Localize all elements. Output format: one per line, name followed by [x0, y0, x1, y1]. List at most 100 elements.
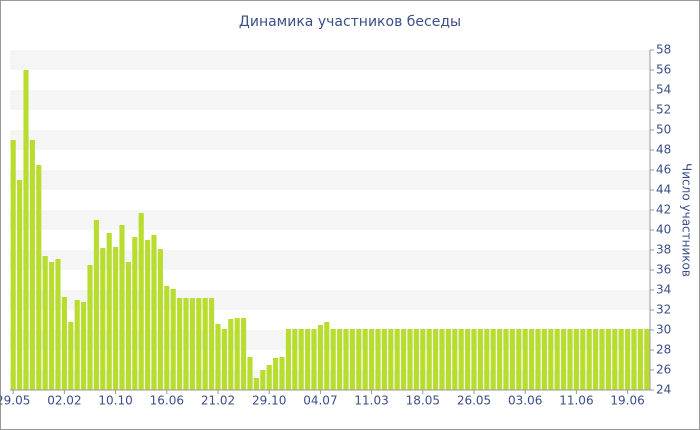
bar [356, 329, 362, 390]
y-tick-label: 42 [656, 203, 671, 217]
bar [548, 329, 554, 390]
bar [189, 298, 195, 390]
bar [580, 329, 586, 390]
bar [266, 365, 272, 390]
bar [554, 329, 560, 390]
bar [183, 298, 189, 390]
bar [465, 329, 471, 390]
bar [292, 329, 298, 390]
bar [81, 302, 87, 390]
bar [637, 329, 643, 390]
bar [17, 180, 23, 390]
bar [125, 262, 131, 390]
bar [234, 318, 240, 390]
y-tick-label: 38 [656, 243, 671, 257]
bar [61, 297, 67, 390]
bar [170, 289, 176, 390]
x-tick-label: 04.07 [303, 394, 337, 408]
bar [349, 329, 355, 390]
y-tick-label: 30 [656, 323, 671, 337]
bar [426, 329, 432, 390]
bar [29, 140, 35, 390]
bar [375, 329, 381, 390]
y-tick-label: 50 [656, 123, 671, 137]
y-tick-label: 24 [656, 383, 671, 397]
bar [215, 324, 221, 390]
bar [151, 235, 157, 390]
x-tick-label: 26.05 [457, 394, 491, 408]
bar [605, 329, 611, 390]
bar [298, 329, 304, 390]
x-tick-label: 11.06 [559, 394, 593, 408]
bar [497, 329, 503, 390]
bar [337, 329, 343, 390]
bar [273, 358, 279, 390]
bar [106, 233, 112, 390]
bar [119, 225, 125, 390]
bar [388, 329, 394, 390]
bar [311, 329, 317, 390]
bar [343, 329, 349, 390]
grid-band [10, 130, 650, 150]
bar [509, 329, 515, 390]
bar [145, 240, 151, 390]
bar [420, 329, 426, 390]
y-tick-label: 28 [656, 343, 671, 357]
bar [484, 329, 490, 390]
y-tick-label: 32 [656, 303, 671, 317]
bar [452, 329, 458, 390]
y-tick-label: 52 [656, 103, 671, 117]
y-tick-label: 48 [656, 143, 671, 157]
bar [49, 262, 55, 390]
bar [618, 329, 624, 390]
bar [100, 248, 106, 390]
bar [330, 329, 336, 390]
bar [381, 329, 387, 390]
bar [535, 329, 541, 390]
bar [177, 298, 183, 390]
bar [324, 322, 330, 390]
x-tick-label: 16.06 [150, 394, 184, 408]
y-tick-label: 46 [656, 163, 671, 177]
y-tick-label: 54 [656, 83, 671, 97]
x-tick-label: 18.05 [406, 394, 440, 408]
bar [439, 329, 445, 390]
bar [285, 329, 291, 390]
bar [138, 213, 144, 390]
bar [93, 220, 99, 390]
bar [394, 329, 400, 390]
bar [573, 329, 579, 390]
bar [529, 329, 535, 390]
grid-band [10, 250, 650, 270]
bar [279, 357, 285, 390]
grid-band [10, 50, 650, 70]
bar [253, 378, 259, 390]
x-tick-label: 29.10 [252, 394, 286, 408]
bar [196, 298, 202, 390]
chart-title: Динамика участников беседы [239, 14, 461, 30]
bar [433, 329, 439, 390]
x-tick-label: 02.02 [47, 394, 81, 408]
bar [221, 329, 227, 390]
bar [87, 265, 93, 390]
bar [209, 298, 215, 390]
grid-band [10, 330, 650, 350]
grid-band [10, 170, 650, 190]
bar [157, 249, 163, 390]
y-tick-label: 58 [656, 43, 671, 57]
y-tick-label: 36 [656, 263, 671, 277]
bar [228, 319, 234, 390]
bar [471, 329, 477, 390]
y-tick-label: 34 [656, 283, 671, 297]
bar [113, 247, 119, 390]
x-tick-label: 10.10 [98, 394, 132, 408]
bar [541, 329, 547, 390]
bar [164, 286, 170, 390]
y-tick-label: 40 [656, 223, 671, 237]
bar [458, 329, 464, 390]
bar [260, 370, 266, 390]
bar [247, 357, 253, 390]
bar [407, 329, 413, 390]
x-tick-label: 21.02 [201, 394, 235, 408]
